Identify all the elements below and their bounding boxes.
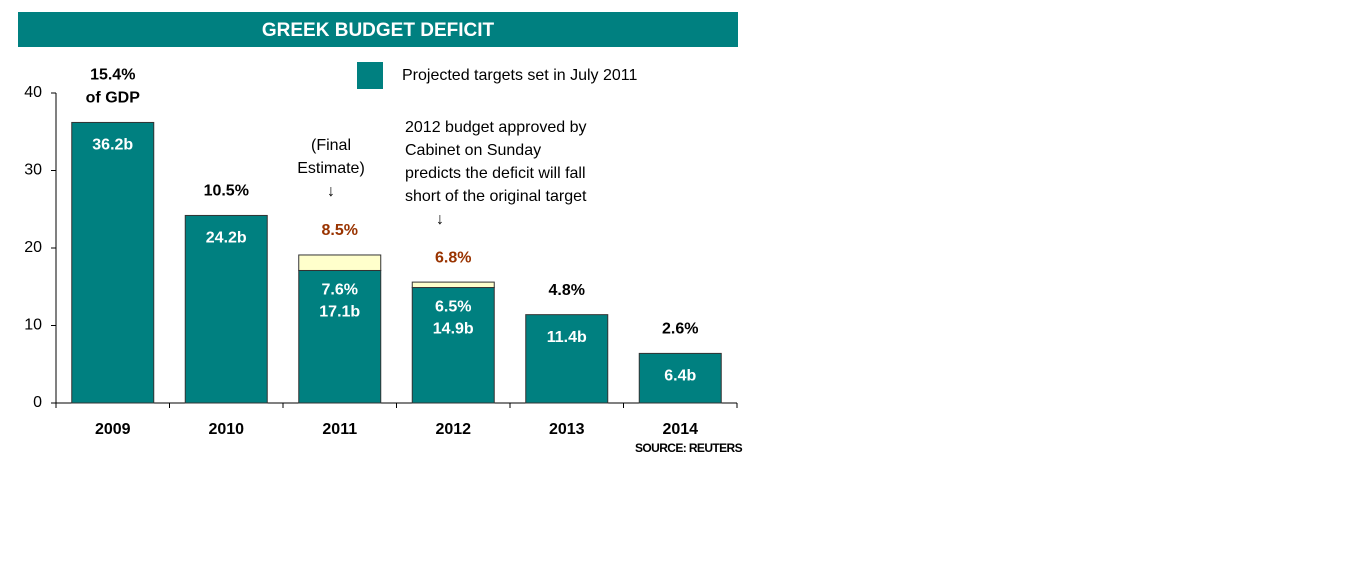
- annotation: predicts the deficit will fall: [405, 165, 586, 182]
- x-tick-label: 2011: [322, 421, 357, 438]
- bar-segment: [638, 352, 722, 404]
- legend-swatch: [357, 62, 383, 89]
- bar-segment: [184, 214, 268, 404]
- gdp-label: 2.6%: [662, 321, 698, 338]
- bar-segment: [411, 287, 495, 404]
- legend-label: Projected targets set in July 2011: [402, 67, 637, 84]
- annotation: (Final: [311, 137, 351, 154]
- gdp-label: 10.5%: [204, 183, 249, 200]
- y-tick-label: 30: [24, 162, 42, 179]
- projected-gdp-label: 7.6%: [322, 282, 358, 299]
- bar-segment: [298, 269, 382, 404]
- gdp-label: 15.4%: [90, 67, 135, 84]
- bar-segment: [411, 281, 495, 289]
- bar-segment: [525, 314, 609, 404]
- value-label: 24.2b: [206, 230, 247, 247]
- gdp-label: 6.8%: [435, 249, 471, 266]
- x-tick-label: 2014: [662, 421, 698, 438]
- y-tick-label: 0: [33, 394, 42, 411]
- x-tick-label: 2013: [549, 421, 585, 438]
- x-tick-label: 2010: [208, 421, 244, 438]
- title-bar: [18, 12, 738, 47]
- gdp-label: 8.5%: [322, 222, 358, 239]
- bar-segment: [71, 121, 155, 404]
- annotation: 2012 budget approved by: [405, 119, 586, 136]
- value-label: 17.1b: [319, 304, 360, 321]
- annotation: short of the original target: [405, 188, 587, 205]
- y-tick-label: 40: [24, 84, 42, 101]
- annotation: ↓: [327, 183, 335, 200]
- annotation: Estimate): [297, 160, 365, 177]
- chart-title: GREEK BUDGET DEFICIT: [262, 20, 495, 41]
- x-tick-label: 2009: [95, 421, 131, 438]
- y-tick-label: 20: [24, 239, 42, 256]
- value-label: 11.4b: [547, 329, 587, 346]
- gdp-note: of GDP: [86, 90, 141, 107]
- value-label: 6.4b: [664, 368, 696, 385]
- x-tick-label: 2012: [435, 421, 471, 438]
- annotation: ↓: [436, 211, 444, 228]
- value-label: 14.9b: [433, 321, 474, 338]
- y-tick-label: 10: [24, 317, 42, 334]
- projected-gdp-label: 6.5%: [435, 299, 471, 316]
- gdp-label: 4.8%: [549, 282, 585, 299]
- source: SOURCE: REUTERS: [635, 441, 743, 455]
- annotation: Cabinet on Sunday: [405, 142, 541, 159]
- value-label: 36.2b: [92, 137, 133, 154]
- bar-segment: [298, 254, 382, 271]
